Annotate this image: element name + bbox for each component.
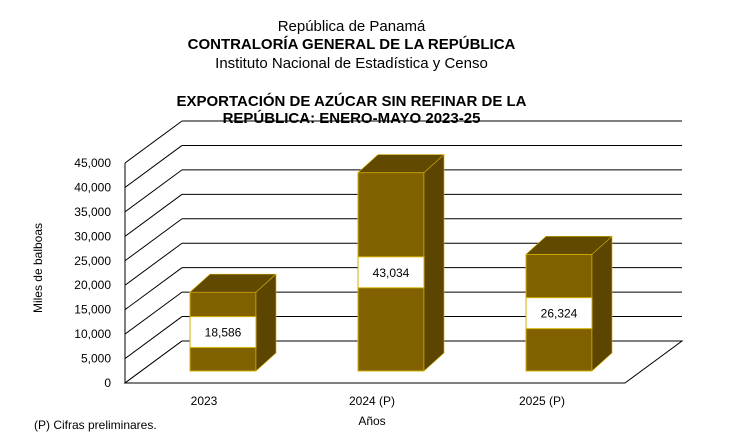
wall-gridline-6: [124, 193, 183, 237]
bar-top-0: [189, 273, 277, 293]
y-tick-label-0: 0: [104, 376, 111, 390]
y-tick-label-6: 30,000: [74, 229, 111, 243]
bar-side-1: [423, 153, 445, 372]
data-label-2: 26,324: [541, 307, 578, 321]
y-tick-label-8: 40,000: [74, 180, 111, 194]
wall-gridline-9: [124, 120, 183, 164]
header-republic: República de Panamá: [277, 18, 426, 35]
bar-side-2: [591, 235, 613, 372]
wall-gridline-1: [124, 316, 183, 359]
data-label-0: 18,586: [205, 326, 242, 340]
wall-gridline-3: [124, 267, 183, 311]
wall-gridline-4: [124, 242, 183, 286]
y-tick-label-9: 45,000: [74, 156, 111, 170]
wall-gridline-5: [124, 218, 183, 262]
chart-title-line-1: EXPORTACIÓN DE AZÚCAR SIN REFINAR DE LA: [176, 93, 527, 110]
data-label-box-0: [189, 316, 257, 349]
data-label-box-1: [357, 256, 425, 289]
chart-title-line-2: REPÚBLICA: ENERO-MAYO 2023-25: [222, 110, 481, 127]
x-tick-label-1: 2024 (P): [349, 394, 395, 408]
wall-gridline-7: [124, 169, 183, 213]
x-axis-title: Años: [358, 414, 385, 428]
wall-gridline-8: [124, 145, 183, 188]
header-institute: Instituto Nacional de Estadística y Cens…: [215, 55, 488, 72]
bar-top-2: [525, 236, 613, 255]
y-axis-title: Miles de balboas: [31, 223, 45, 313]
x-tick-label-0: 2023: [191, 394, 218, 408]
y-tick-label-3: 15,000: [74, 303, 111, 317]
wall-gridline-2: [124, 291, 183, 335]
y-tick-label-2: 10,000: [74, 327, 111, 341]
bar-top-1: [357, 154, 445, 173]
y-tick-label-5: 25,000: [74, 254, 111, 268]
x-tick-label-2: 2025 (P): [519, 394, 565, 408]
y-tick-label-1: 5,000: [81, 352, 111, 366]
y-tick-label-7: 35,000: [74, 205, 111, 219]
data-label-1: 43,034: [373, 266, 410, 280]
footnote: (P) Cifras preliminares.: [34, 418, 157, 432]
header-contraloria: CONTRALORÍA GENERAL DE LA REPÚBLICA: [187, 36, 516, 53]
y-tick-label-4: 20,000: [74, 278, 111, 292]
data-label-box-2: [525, 297, 593, 330]
